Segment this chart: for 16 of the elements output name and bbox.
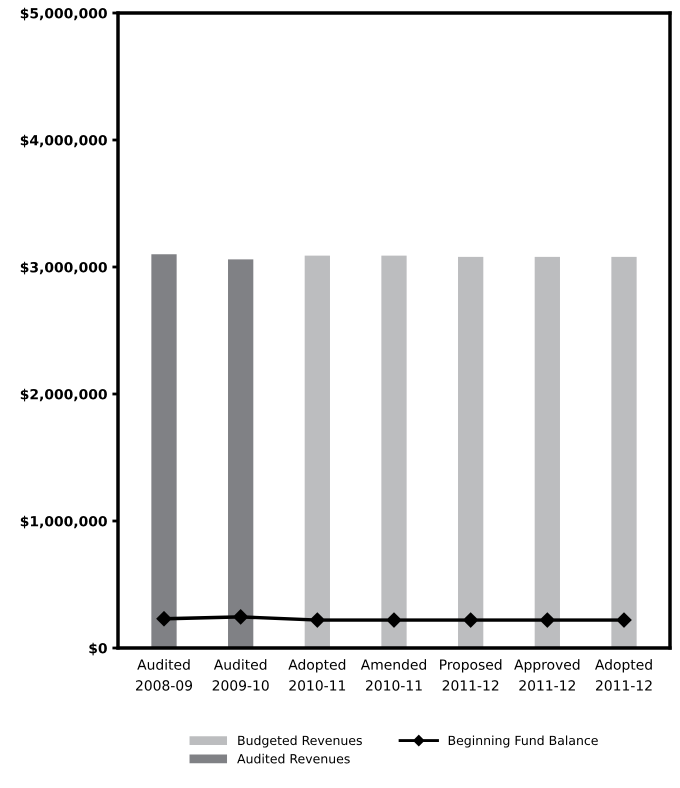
y-tick-label: $4,000,000 <box>20 134 107 148</box>
legend-label: Audited Revenues <box>237 754 350 764</box>
legend-label: Beginning Fund Balance <box>448 735 598 748</box>
x-tick-label: Amended 2010-11 <box>360 659 426 691</box>
legend-label: Budgeted Revenues <box>238 735 362 748</box>
x-tick-label: Audited 2008-09 <box>136 659 192 691</box>
x-tick-label: Approved 2011-12 <box>514 659 580 691</box>
y-tick-label: $3,000,000 <box>20 262 107 274</box>
y-tick-label: $1,000,000 <box>20 516 107 528</box>
y-tick-label: $2,000,000 <box>20 388 107 402</box>
x-tick-label: Adopted 2011-12 <box>595 659 652 691</box>
x-tick-label: Audited 2009-10 <box>212 659 269 691</box>
y-tick-label: $5,000,000 <box>20 8 107 20</box>
y-tick-label: $0 <box>89 642 107 656</box>
x-tick-label: Adopted 2010-11 <box>288 659 346 691</box>
x-tick-label: Proposed 2011-12 <box>440 659 502 691</box>
